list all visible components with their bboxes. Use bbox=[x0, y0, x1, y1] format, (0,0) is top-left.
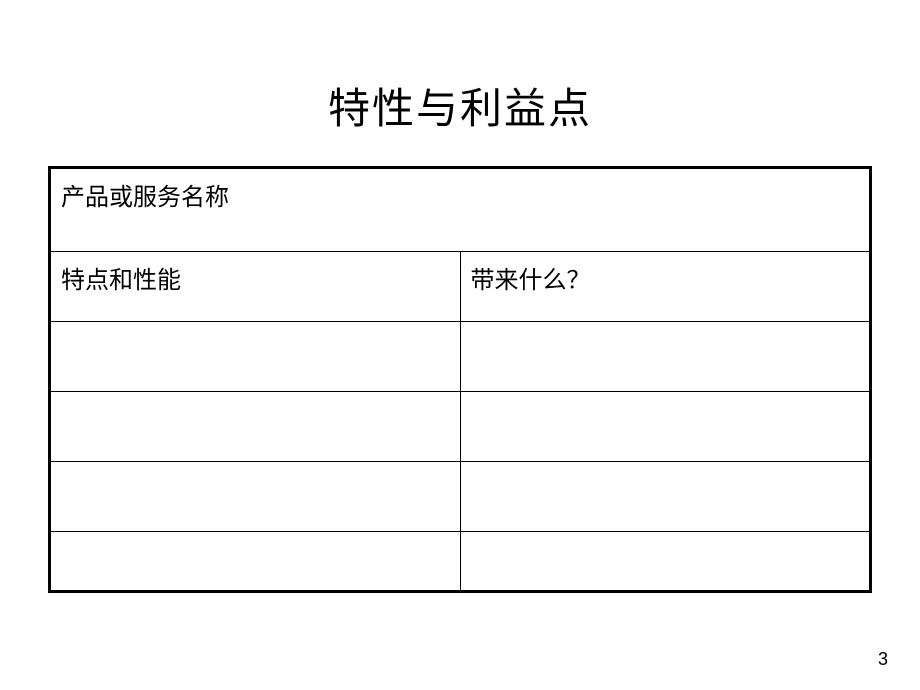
empty-cell bbox=[460, 532, 871, 592]
empty-cell bbox=[50, 462, 461, 532]
empty-cell bbox=[50, 392, 461, 462]
page-number: 3 bbox=[878, 649, 888, 670]
table-row bbox=[50, 392, 871, 462]
table-wrapper: 产品或服务名称 特点和性能 带来什么？ bbox=[48, 166, 872, 593]
empty-cell bbox=[460, 322, 871, 392]
table-row bbox=[50, 462, 871, 532]
table-row bbox=[50, 322, 871, 392]
slide-container: 特性与利益点 产品或服务名称 特点和性能 带来什么？ bbox=[0, 0, 920, 690]
benefits-header-cell: 带来什么？ bbox=[460, 252, 871, 322]
empty-cell bbox=[50, 532, 461, 592]
table-row: 产品或服务名称 bbox=[50, 168, 871, 252]
product-name-cell: 产品或服务名称 bbox=[50, 168, 871, 252]
features-header-cell: 特点和性能 bbox=[50, 252, 461, 322]
empty-cell bbox=[460, 392, 871, 462]
table-row bbox=[50, 532, 871, 592]
slide-title: 特性与利益点 bbox=[0, 0, 920, 166]
table-row: 特点和性能 带来什么？ bbox=[50, 252, 871, 322]
empty-cell bbox=[460, 462, 871, 532]
features-benefits-table: 产品或服务名称 特点和性能 带来什么？ bbox=[48, 166, 872, 593]
empty-cell bbox=[50, 322, 461, 392]
